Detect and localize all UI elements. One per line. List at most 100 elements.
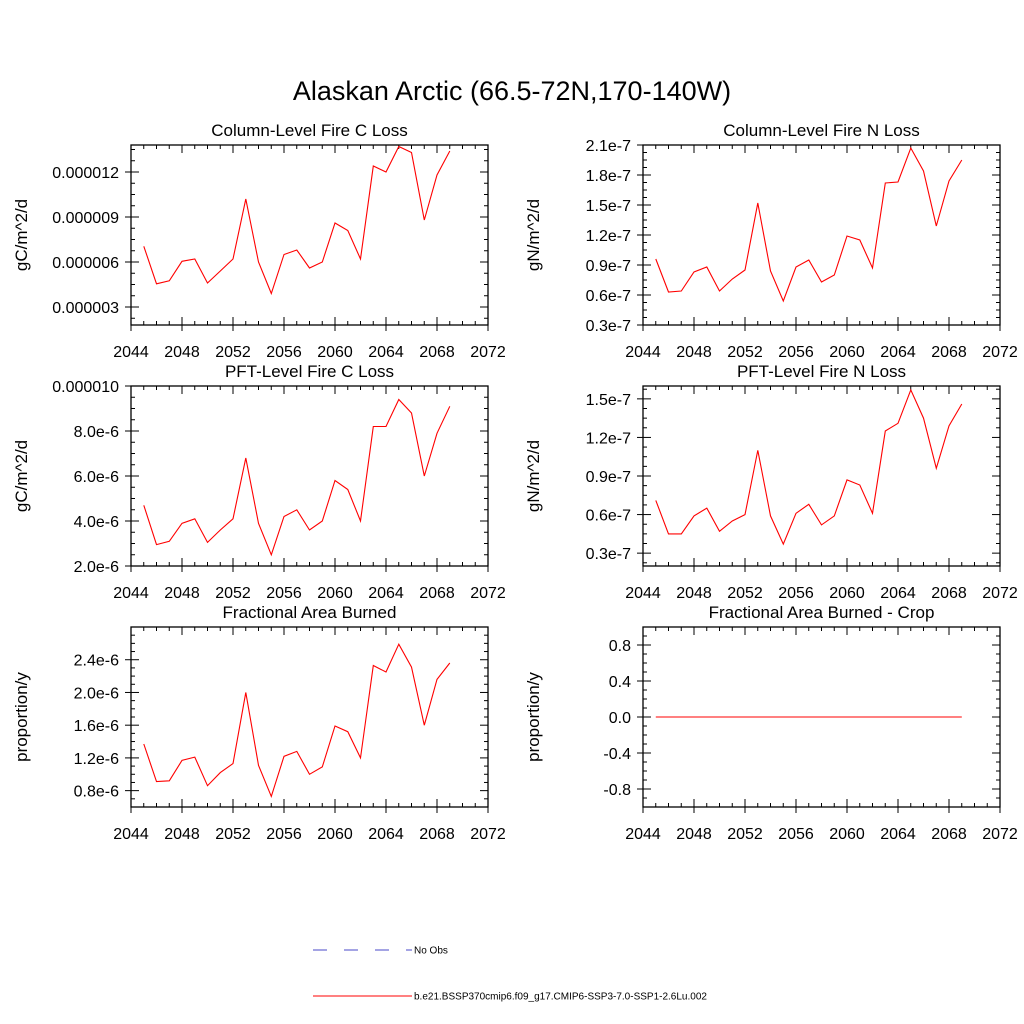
figure-title: Alaskan Arctic (66.5-72N,170-140W) [293,76,731,106]
y-axis-label: gN/m^2/d [524,440,543,512]
y-tick-label: 1.5e-7 [586,198,631,215]
y-tick-label: 2.0e-6 [74,559,119,576]
x-tick-label: 2056 [778,826,814,843]
x-tick-label: 2044 [625,344,661,361]
y-axis-label: gC/m^2/d [12,199,31,271]
y-tick-label: 0.9e-7 [586,469,631,486]
y-tick-label: 2.4e-6 [74,653,119,670]
y-tick-label: 0.6e-7 [586,288,631,305]
x-tick-label: 2064 [368,585,404,602]
x-tick-label: 2056 [266,826,302,843]
series-line [143,398,451,557]
y-axis-label: gC/m^2/d [12,440,31,512]
panel-3: PFT-Level Fire C Loss gC/m^2/d 2044 2048 205… [12,362,506,602]
plot-frame [130,144,489,326]
x-tick-label: 2056 [778,344,814,361]
panel-4: PFT-Level Fire N Loss gN/m^2/d 2044 2048 205… [524,362,1018,602]
y-tick-label: 6.0e-6 [74,469,119,486]
panel-title: Fractional Area Burned - Crop [709,603,935,622]
plot-frame [642,144,1001,326]
legend: No Obs b.e21.BSSP370cmip6.f09_g17.CMIP6-S… [313,946,707,1003]
y-tick-label: 0.0 [609,710,631,727]
series-line [655,388,963,546]
y-tick-label: 0.3e-7 [586,318,631,335]
y-tick-label: 8.0e-6 [74,424,119,441]
x-tick-label: 2060 [829,344,865,361]
x-tick-label: 2064 [880,826,916,843]
y-tick-label: 1.2e-6 [74,751,119,768]
x-tick-label: 2064 [880,585,916,602]
y-axis-label: proportion/y [524,672,543,762]
y-tick-label: 0.000006 [52,255,119,272]
panels: Column-Level Fire C Loss gC/m^2/d 2044 2048… [12,121,1018,843]
x-tick-label: 2068 [931,585,967,602]
y-tick-label: 0.000010 [52,379,119,396]
x-tick-label: 2048 [164,826,200,843]
x-tick-label: 2048 [164,344,200,361]
x-tick-label: 2048 [676,344,712,361]
y-tick-label: -0.8 [603,782,631,799]
x-tick-label: 2052 [727,585,763,602]
y-tick-label: 0.000003 [52,300,119,317]
y-axis-label: gN/m^2/d [524,199,543,271]
panel-title: Column-Level Fire N Loss [723,121,920,140]
y-tick-label: 1.8e-7 [586,168,631,185]
y-tick-label: 0.8e-6 [74,784,119,801]
x-tick-label: 2052 [727,826,763,843]
y-tick-label: 0.6e-7 [586,508,631,525]
x-tick-label: 2068 [931,344,967,361]
x-tick-label: 2044 [625,826,661,843]
y-tick-label: 0.3e-7 [586,546,631,563]
x-tick-label: 2060 [829,826,865,843]
x-tick-label: 2044 [625,585,661,602]
y-tick-label: 1.2e-7 [586,430,631,447]
x-tick-label: 2072 [982,344,1018,361]
x-tick-label: 2052 [215,344,251,361]
panel-1: Column-Level Fire C Loss gC/m^2/d 2044 2048… [12,121,506,361]
panel-title: PFT-Level Fire C Loss [225,362,394,381]
x-tick-label: 2048 [164,585,200,602]
y-tick-label: 0.000012 [52,165,119,182]
panel-title: PFT-Level Fire N Loss [737,362,906,381]
x-tick-label: 2048 [676,826,712,843]
x-tick-label: 2048 [676,585,712,602]
panel-title: Fractional Area Burned [223,603,397,622]
series-line [143,642,451,799]
y-axis-label: proportion/y [12,672,31,762]
x-tick-label: 2056 [778,585,814,602]
plot-frame [130,626,489,808]
y-tick-label: 1.6e-6 [74,718,119,735]
series-line [655,146,963,303]
y-tick-label: 4.0e-6 [74,514,119,531]
x-tick-label: 2052 [727,344,763,361]
y-tick-label: 0.4 [609,674,631,691]
y-tick-label: 2.0e-6 [74,685,119,702]
panel-title: Column-Level Fire C Loss [211,121,408,140]
y-tick-label: 1.5e-7 [586,392,631,409]
panel-2: Column-Level Fire N Loss gN/m^2/d 2044 2048… [524,121,1018,361]
x-tick-label: 2060 [317,826,353,843]
x-tick-label: 2064 [368,344,404,361]
x-tick-label: 2060 [317,585,353,602]
x-tick-label: 2072 [470,585,506,602]
legend-label: No Obs [414,946,448,957]
x-tick-label: 2068 [931,826,967,843]
x-tick-label: 2072 [982,826,1018,843]
x-tick-label: 2060 [317,344,353,361]
x-tick-label: 2072 [982,585,1018,602]
legend-label: b.e21.BSSP370cmip6.f09_g17.CMIP6-SSP3-7.… [414,992,707,1003]
x-tick-label: 2064 [880,344,916,361]
x-tick-label: 2052 [215,585,251,602]
plot-frame [642,385,1001,567]
x-tick-label: 2056 [266,585,302,602]
series-line [143,145,451,296]
x-tick-label: 2064 [368,826,404,843]
x-tick-label: 2052 [215,826,251,843]
x-tick-label: 2060 [829,585,865,602]
x-tick-label: 2056 [266,344,302,361]
x-tick-label: 2044 [113,826,149,843]
plot-frame [130,385,489,567]
y-tick-label: -0.4 [603,746,631,763]
x-tick-label: 2044 [113,585,149,602]
